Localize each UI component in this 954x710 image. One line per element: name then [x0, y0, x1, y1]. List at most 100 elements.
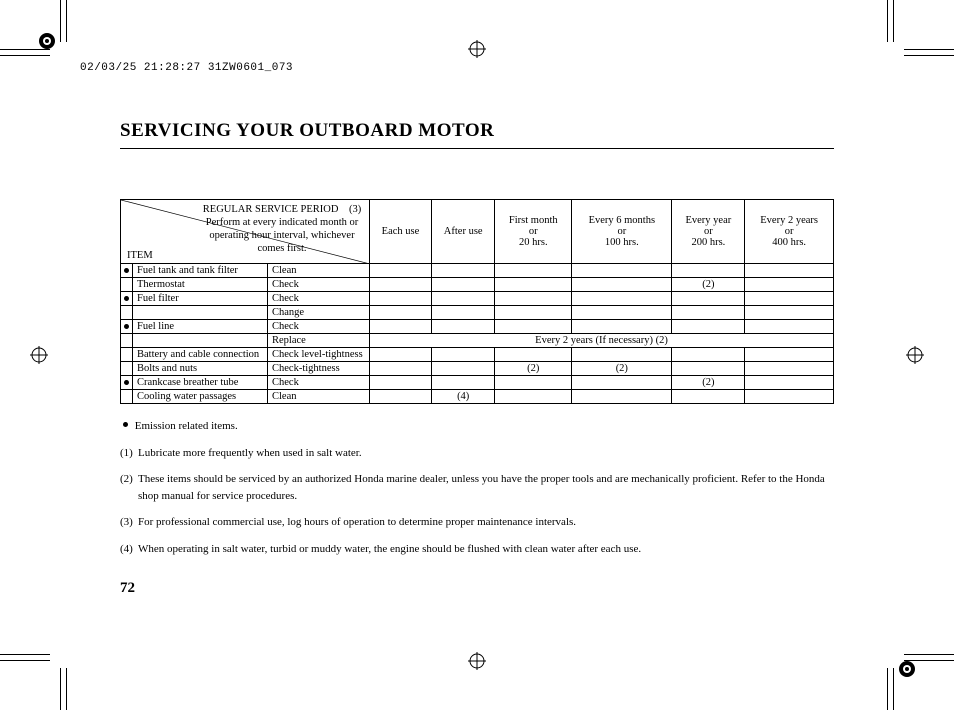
interval-cell: [370, 376, 432, 390]
interval-cell: [672, 264, 745, 278]
interval-cell: [495, 306, 572, 320]
bullet-dot-icon: [124, 380, 129, 385]
interval-cell: [370, 320, 432, 334]
interval-cell: [572, 292, 672, 306]
table-row: Cooling water passagesClean(4): [121, 390, 834, 404]
action-cell: Clean: [268, 390, 370, 404]
interval-cell: [370, 292, 432, 306]
print-timestamp: 02/03/25 21:28:27 31ZW0601_073: [80, 62, 293, 74]
bullet-dot-icon: [124, 268, 129, 273]
interval-cell: [745, 278, 834, 292]
footnote-text: When operating in salt water, turbid or …: [138, 543, 641, 555]
interval-cell: [745, 376, 834, 390]
table-row: Change: [121, 306, 834, 320]
interval-cell: [370, 306, 432, 320]
table-row: Fuel tank and tank filterClean: [121, 264, 834, 278]
interval-cell: [745, 348, 834, 362]
interval-cell: [572, 306, 672, 320]
interval-cell: (2): [672, 376, 745, 390]
header-item-cell: REGULAR SERVICE PERIOD (3)Perform at eve…: [121, 200, 370, 264]
footnote-number: (4): [120, 541, 138, 558]
table-row: Battery and cable connectionCheck level-…: [121, 348, 834, 362]
interval-cell: [495, 376, 572, 390]
action-cell: Check: [268, 376, 370, 390]
table-row: ThermostatCheck (2): [121, 278, 834, 292]
interval-cell: [745, 264, 834, 278]
bullet-dot-icon: [123, 422, 128, 427]
bullet-dot-icon: [124, 324, 129, 329]
interval-cell: [572, 348, 672, 362]
footnote: (3)For professional commercial use, log …: [138, 514, 834, 531]
interval-cell: [495, 348, 572, 362]
page-number: 72: [120, 580, 135, 597]
item-cell: Battery and cable connection: [133, 348, 268, 362]
center-mark-top: [468, 40, 486, 58]
footnote: (2)These items should be serviced by an …: [138, 471, 834, 504]
action-cell: Change: [268, 306, 370, 320]
interval-cell: [431, 376, 495, 390]
col-after-use: After use: [431, 200, 495, 264]
table-row: Crankcase breather tubeCheck (2): [121, 376, 834, 390]
interval-cell: [745, 292, 834, 306]
interval-cell: [495, 320, 572, 334]
interval-cell: [495, 278, 572, 292]
interval-cell: [431, 320, 495, 334]
footnote: (1)Lubricate more frequently when used i…: [138, 445, 834, 462]
interval-cell: [431, 264, 495, 278]
footnote-number: (2): [120, 471, 138, 488]
action-cell: Check: [268, 278, 370, 292]
interval-cell: [431, 292, 495, 306]
item-cell: Bolts and nuts: [133, 362, 268, 376]
interval-cell: [745, 362, 834, 376]
center-mark-right: [906, 346, 924, 364]
footnote-number: (1): [120, 445, 138, 462]
interval-cell: [495, 292, 572, 306]
interval-cell: [672, 306, 745, 320]
item-cell: [133, 306, 268, 320]
interval-cell: [745, 320, 834, 334]
emission-dot-cell: [121, 348, 133, 362]
emission-dot-cell: [121, 362, 133, 376]
item-cell: Thermostat: [133, 278, 268, 292]
interval-cell: [572, 264, 672, 278]
action-cell: Check level-tightness: [268, 348, 370, 362]
interval-cell: [431, 306, 495, 320]
center-mark-left: [30, 346, 48, 364]
emission-dot-cell: [121, 376, 133, 390]
interval-cell: [572, 390, 672, 404]
item-cell: Fuel line: [133, 320, 268, 334]
col-2-years: Every 2 yearsor400 hrs.: [745, 200, 834, 264]
table-row: ReplaceEvery 2 years (If necessary) (2): [121, 334, 834, 348]
emission-dot-cell: [121, 278, 133, 292]
footnote-text: Lubricate more frequently when used in s…: [138, 447, 362, 459]
item-cell: [133, 334, 268, 348]
item-cell: Crankcase breather tube: [133, 376, 268, 390]
interval-cell: [431, 362, 495, 376]
interval-cell: [495, 390, 572, 404]
item-cell: Fuel tank and tank filter: [133, 264, 268, 278]
emission-dot-cell: [121, 264, 133, 278]
interval-cell: (2): [572, 362, 672, 376]
footnote: (4)When operating in salt water, turbid …: [138, 541, 834, 558]
action-cell: Replace: [268, 334, 370, 348]
interval-cell: [495, 264, 572, 278]
footnote-number: (3): [120, 514, 138, 531]
item-label: ITEM: [127, 250, 153, 261]
col-each-use: Each use: [370, 200, 432, 264]
emission-dot-cell: [121, 292, 133, 306]
service-period-text: REGULAR SERVICE PERIOD (3)Perform at eve…: [199, 203, 365, 256]
registration-mark-tl: [38, 32, 56, 50]
emission-dot-cell: [121, 306, 133, 320]
col-every-year: Every yearor200 hrs.: [672, 200, 745, 264]
page-title: SERVICING YOUR OUTBOARD MOTOR: [120, 120, 834, 142]
interval-cell: [572, 320, 672, 334]
col-first-month: First monthor20 hrs.: [495, 200, 572, 264]
interval-cell: [745, 390, 834, 404]
interval-cell: (2): [672, 278, 745, 292]
interval-cell: [672, 390, 745, 404]
interval-cell: (2): [495, 362, 572, 376]
bullet-dot-icon: [124, 296, 129, 301]
interval-cell: [672, 362, 745, 376]
interval-cell: [672, 348, 745, 362]
interval-cell: [745, 306, 834, 320]
